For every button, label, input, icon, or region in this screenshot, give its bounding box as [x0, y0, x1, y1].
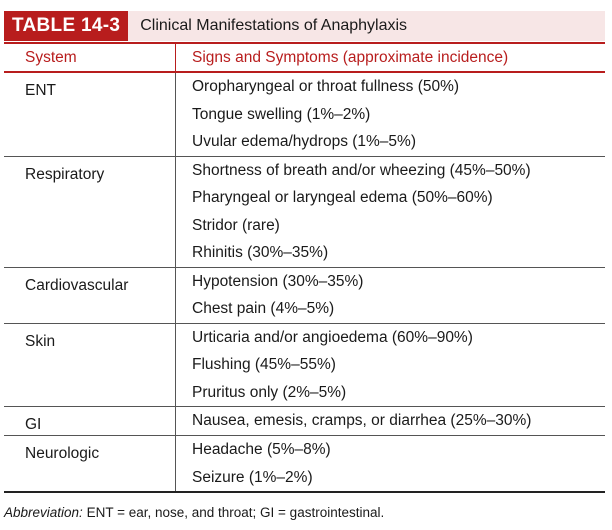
symptom-item: Rhinitis (30%–35%) — [192, 244, 329, 261]
table-row: Neurologic Headache (5%–8%) Seizure (1%–2%… — [4, 436, 605, 493]
table-number-label: TABLE 14-3 — [4, 11, 129, 41]
table-row: ENT Oropharyngeal or throat fullness (50%… — [4, 73, 605, 157]
signs-cell: Oropharyngeal or throat fullness (50%) To… — [175, 73, 605, 156]
symptom-item: Hypotension (30%–35%) — [192, 272, 364, 290]
symptom-item: Headache (5%–8%) — [192, 441, 331, 458]
signs-cell: Nausea, emesis, cramps, or diarrhea (25%… — [175, 407, 605, 435]
symptom-item: Chest pain (4%–5%) — [192, 300, 335, 317]
system-cell: Neurologic — [25, 445, 100, 462]
symptom-item: Pruritus only (2%–5%) — [192, 383, 347, 401]
symptom-item: Flushing (45%–55%) — [192, 356, 336, 373]
table-header-row: System Signs and Symptoms (approximate i… — [4, 42, 605, 73]
symptom-item: Oropharyngeal or throat fullness (50%) — [192, 78, 460, 95]
header-signs: Signs and Symptoms (approximate incidenc… — [175, 44, 605, 71]
footnote-label: Abbreviation: — [4, 505, 83, 520]
table-row: GI Nausea, emesis, cramps, or diarrhea (2… — [4, 407, 605, 436]
table-row: Respiratory Shortness of breath and/or wh… — [4, 156, 605, 268]
system-cell: GI — [25, 416, 42, 433]
footnote-text: ENT = ear, nose, and throat; GI = gastro… — [82, 505, 385, 520]
signs-cell: Shortness of breath and/or wheezing (45%… — [175, 156, 605, 267]
system-cell: Skin — [25, 332, 56, 350]
data-table: System Signs and Symptoms (approximate i… — [4, 42, 605, 493]
system-cell: Respiratory — [25, 165, 105, 183]
symptom-item: Tongue swelling (1%–2%) — [192, 105, 371, 123]
symptom-item: Shortness of breath and/or wheezing (45%… — [192, 161, 531, 179]
table-title: Clinical Manifestations of Anaphylaxis — [140, 17, 408, 34]
signs-cell: Headache (5%–8%) Seizure (1%–2%) — [175, 436, 605, 491]
header-system: System — [25, 48, 77, 66]
symptom-item: Uvular edema/hydrops (1%–5%) — [192, 133, 416, 150]
table-row: Skin Urticaria and/or angioedema (60%–90%… — [4, 323, 605, 407]
table-title-bar: TABLE 14-3 Clinical Manifestations of An… — [4, 11, 605, 41]
footnote: Abbreviation: ENT = ear, nose, and throa… — [4, 505, 384, 520]
signs-cell: Urticaria and/or angioedema (60%–90%) Flu… — [175, 323, 605, 406]
symptom-item: Seizure (1%–2%) — [192, 468, 313, 486]
symptom-item: Stridor (rare) — [192, 216, 280, 234]
system-cell: Cardiovascular — [25, 276, 129, 294]
symptom-item: Pharyngeal or laryngeal edema (50%–60%) — [192, 189, 493, 206]
signs-cell: Hypotension (30%–35%) Chest pain (4%–5%) — [175, 267, 605, 323]
symptom-item: Urticaria and/or angioedema (60%–90%) — [192, 328, 473, 346]
system-cell: ENT — [25, 82, 56, 99]
table-row: Cardiovascular Hypotension (30%–35%) Chest… — [4, 267, 605, 324]
table-body: ENT Oropharyngeal or throat fullness (50%… — [4, 73, 605, 493]
symptom-item: Nausea, emesis, cramps, or diarrhea (25%… — [192, 412, 532, 429]
